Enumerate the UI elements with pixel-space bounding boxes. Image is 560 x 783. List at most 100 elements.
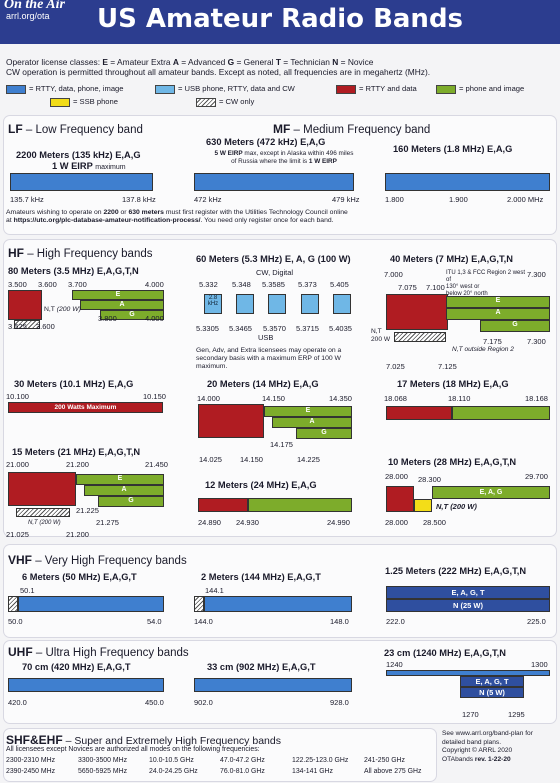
shf-panel [4,729,436,781]
band-15m: 15 Meters (21 MHz) E,A,G,T,N [12,447,141,457]
freq-label: 902.0 [194,698,213,707]
band-60m: 60 Meters (5.3 MHz) E, A, G (100 W) [196,254,351,264]
freq-label: 1240 [386,660,403,669]
bar-20m-e: E [264,406,352,417]
bar-80m-e: E [72,290,164,300]
freq-label: 29.700 [525,472,548,481]
shf-freq: 76.0-81.0 GHz [220,768,265,775]
freq-label: 1.800 [385,195,404,204]
mf-heading: MF – Medium Frequency band [273,122,431,136]
bar-60m-ch1: 2.8 kHz [204,294,222,314]
freq-label: 50.0 [8,617,23,626]
freq-label: 144.0 [194,617,213,626]
freq-label: 5.373 [298,280,317,289]
shf-freq: 47.0-47.2 GHz [220,757,265,764]
band-2200m: 2200 Meters (135 kHz) E,A,G [16,150,141,160]
bar-2m [204,596,352,612]
freq-label: 7.125 [438,362,457,371]
freq-label: 21.450 [145,460,168,469]
legend-label: = RTTY and data [359,84,417,93]
band-60m-note: Gen, Adv, and Extra licensees may operat… [196,347,342,370]
bar-6m [18,596,164,612]
freq-label: 21.225 [76,506,99,515]
bar-20m-a: A [272,417,352,428]
band-2200m-power: 1 W EIRP maximum [52,161,126,171]
legend-swatch [155,84,175,94]
legend-label: = phone and image [459,84,525,93]
band-30m: 30 Meters (10.1 MHz) E,A,G [14,379,134,389]
freq-label: 24.990 [327,518,350,527]
freq-label: 5.332 [199,280,218,289]
freq-label: 3.800 [98,314,117,323]
freq-label: 225.0 [527,617,546,626]
freq-label: 28.300 [418,475,441,484]
bar-630m [194,173,354,191]
freq-label: 21.200 [66,530,89,539]
band-2m: 2 Meters (144 MHz) E,A,G,T [201,572,321,582]
band-80m: 80 Meters (3.5 MHz) E,A,G,T,N [8,266,139,276]
band-40m-itu: ITU 1,3 & FCC Region 2 west of 130° west … [446,270,526,297]
band-15m-nt: N,T (200 W) [28,520,61,526]
freq-label: 3.700 [68,280,87,289]
bar-40m-a: A [446,308,550,320]
freq-label: 28.500 [423,518,446,527]
cw-note: CW operation is permitted throughout all… [6,67,431,77]
bar-23cm-eagt: E, A, G, T [460,676,524,687]
freq-label: 7.300 [527,337,546,346]
band-40m-nt: N,T 200 W [371,328,391,343]
freq-label: 7.000 [384,270,403,279]
freq-label: 7.175 [483,337,502,346]
license-classes: Operator license classes: E = Amateur Ex… [6,57,374,67]
band-23cm: 23 cm (1240 MHz) E,A,G,T,N [384,648,506,658]
freq-label: 3.525 [8,322,27,331]
shf-freq: 24.0-24.25 GHz [149,768,198,775]
freq-label: 54.0 [147,617,162,626]
bar-60m-ch5 [333,294,351,314]
freq-label: 420.0 [8,698,27,707]
legend-item: = RTTY, data, phone, image [6,84,124,94]
freq-label: 5.348 [232,280,251,289]
freq-label: 18.110 [448,394,471,403]
band-33cm: 33 cm (902 MHz) E,A,G,T [207,662,316,672]
band-40m: 40 Meters (7 MHz) E,A,G,T,N [390,254,513,264]
legend-item: = SSB phone [50,97,118,107]
bar-40m-e: E [446,296,550,308]
uhf-heading: UHF – Ultra High Frequency bands [8,645,189,659]
band-60m-cw: CW, Digital [256,268,294,277]
hf-heading: HF – High Frequency bands [8,246,153,260]
legend-item: = phone and image [436,84,524,94]
band-10m: 10 Meters (28 MHz) E,A,G,T,N [388,457,517,467]
freq-label: 24.930 [236,518,259,527]
freq-label: 21.000 [6,460,29,469]
freq-label: 5.3305 [196,324,219,333]
freq-label: 7.075 [398,283,417,292]
freq-label: 222.0 [386,617,405,626]
bar-2m-cw [194,596,204,612]
bar-17m-phone [452,406,550,420]
bar-70cm [8,678,164,692]
freq-label: 10.100 [6,392,29,401]
legend-item: = RTTY and data [336,84,417,94]
freq-label: 50.1 [20,586,35,595]
bar-80m-cw [14,320,40,329]
freq-label: 7.100 [426,283,445,292]
legend-label: = RTTY, data, phone, image [29,84,124,93]
band-80m-nt: N,T (200 W) [44,306,81,313]
band-6m: 6 Meters (50 MHz) E,A,G,T [22,572,137,582]
freq-label: 137.8 kHz [122,195,156,204]
legend-item: = CW only [196,97,254,107]
bar-40m-cw [394,332,446,342]
band-70cm: 70 cm (420 MHz) E,A,G,T [22,662,131,672]
freq-label: 28.000 [385,472,408,481]
freq-label: 4.000 [145,280,164,289]
header-bar [0,0,560,44]
shf-freq: 134-141 GHz [292,768,333,775]
band-12m: 12 Meters (24 MHz) E,A,G [205,480,317,490]
legend-swatch [6,84,26,94]
legend-label: = SSB phone [73,97,118,106]
bar-23cm [386,670,550,676]
shf-heading: SHF&EHF – Super and Extremely High Frequ… [6,733,281,747]
freq-label: 7.025 [386,362,405,371]
bar-20m-data [198,404,264,438]
shf-note: All licensees except Novices are authori… [6,746,260,753]
